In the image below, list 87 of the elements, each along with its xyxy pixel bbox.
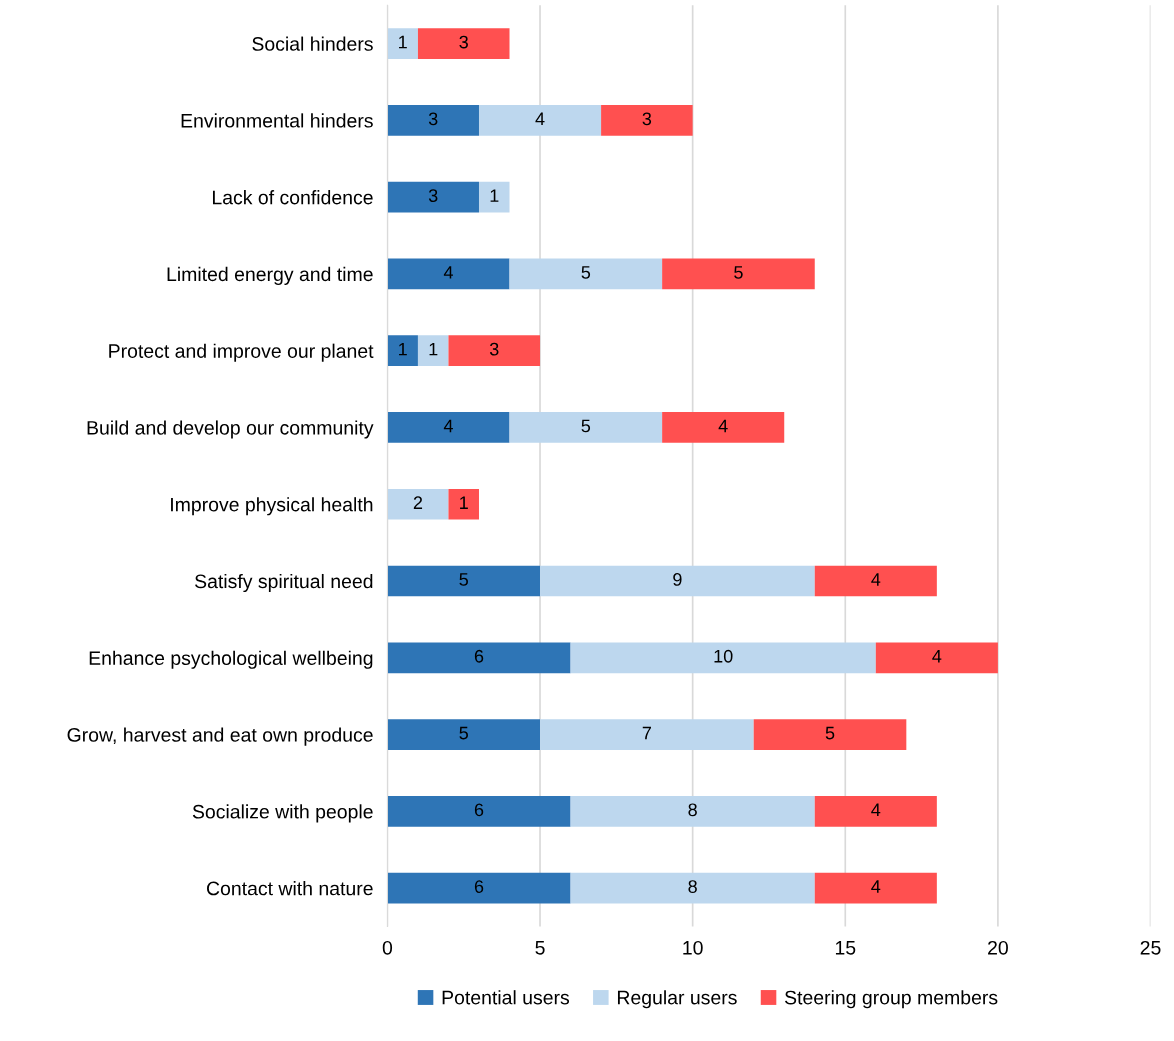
bar: [570, 872, 815, 904]
data-label: 8: [688, 803, 697, 817]
data-label: 5: [581, 419, 591, 433]
data-label: 4: [535, 112, 545, 126]
bar: [509, 412, 663, 443]
bar: [387, 412, 510, 443]
y-tick-label: Environmental hinders: [181, 113, 373, 128]
legend-label: Steering group members: [784, 990, 998, 1009]
data-label: 1: [399, 342, 407, 356]
data-label: 5: [459, 726, 468, 740]
bar: [387, 795, 571, 827]
bar: [417, 335, 449, 367]
y-tick-label: Grow, harvest and eat own produce: [67, 727, 373, 746]
bar: [753, 719, 907, 750]
bar: [387, 872, 571, 904]
data-label: 8: [688, 880, 697, 893]
x-tick-label: 20: [988, 940, 1008, 955]
y-tick-label: Contact with nature: [207, 881, 373, 896]
data-label: 7: [642, 726, 651, 740]
y-tick-label: Limited energy and time: [167, 266, 373, 285]
data-label: 9: [673, 573, 682, 586]
x-tick-label: 10: [683, 940, 703, 955]
data-label: 5: [581, 266, 591, 279]
bar: [387, 488, 449, 520]
bar: [814, 565, 937, 597]
bar: [540, 719, 754, 750]
data-label: 6: [474, 649, 484, 663]
bar: [387, 28, 418, 59]
legend-label: Regular users: [617, 990, 737, 1009]
legend-label: Potential users: [442, 990, 570, 1005]
data-label: 6: [474, 880, 484, 893]
x-tick-label: 25: [1140, 940, 1161, 955]
data-label: 3: [489, 342, 499, 356]
bar: [814, 795, 937, 827]
data-label: 5: [734, 266, 743, 279]
bar: [448, 335, 541, 367]
y-tick-label: Lack of confidence: [212, 190, 373, 205]
data-label: 6: [474, 803, 484, 817]
bar: [601, 105, 693, 136]
data-label: 10: [714, 649, 733, 663]
bar: [387, 565, 541, 597]
data-label: 5: [459, 573, 468, 586]
data-label: 2: [413, 496, 423, 509]
data-label: 1: [460, 496, 468, 509]
data-label: 4: [932, 650, 942, 663]
data-label: 1: [490, 189, 499, 202]
x-tick-label: 5: [535, 941, 545, 955]
bar: [570, 642, 876, 674]
data-label: 4: [443, 419, 453, 433]
data-label: 3: [428, 189, 438, 202]
data-label: 4: [443, 266, 453, 279]
bar: [478, 105, 602, 136]
bar: [387, 105, 479, 136]
bar: [417, 28, 510, 59]
bar: [387, 719, 541, 750]
y-tick-label: Improve physical health: [171, 497, 373, 516]
data-label: 5: [825, 726, 835, 740]
y-tick-label: Satisfy spiritual need: [195, 573, 373, 593]
data-label: 1: [429, 342, 438, 356]
bar: [509, 258, 663, 290]
bar: [540, 565, 815, 597]
bar: [448, 488, 479, 520]
data-label: 4: [871, 803, 881, 816]
bar: [814, 872, 937, 904]
y-tick-label: Enhance psychological wellbeing: [89, 650, 373, 669]
bar: [387, 335, 418, 367]
data-label: 4: [871, 880, 881, 893]
y-tick-label: Social hinders: [252, 36, 373, 51]
bar: [387, 181, 479, 213]
y-tick-label: Protect and improve our planet: [109, 343, 374, 362]
data-label: 3: [642, 112, 652, 126]
bar: [662, 258, 815, 290]
data-label: 4: [871, 573, 881, 586]
x-tick-label: 15: [835, 941, 856, 955]
data-label: 1: [399, 35, 407, 49]
data-label: 4: [718, 419, 728, 433]
y-tick-label: Socialize with people: [192, 804, 373, 823]
bar: [570, 795, 815, 827]
x-tick-label: 0: [382, 940, 393, 955]
data-label: 3: [428, 112, 438, 126]
bar: [387, 258, 510, 290]
data-label: 3: [459, 35, 468, 49]
y-tick-label: Build and develop our community: [87, 420, 374, 439]
bar: [387, 642, 571, 674]
bar: [875, 642, 998, 674]
bar: [662, 412, 785, 443]
bar: [478, 181, 510, 213]
